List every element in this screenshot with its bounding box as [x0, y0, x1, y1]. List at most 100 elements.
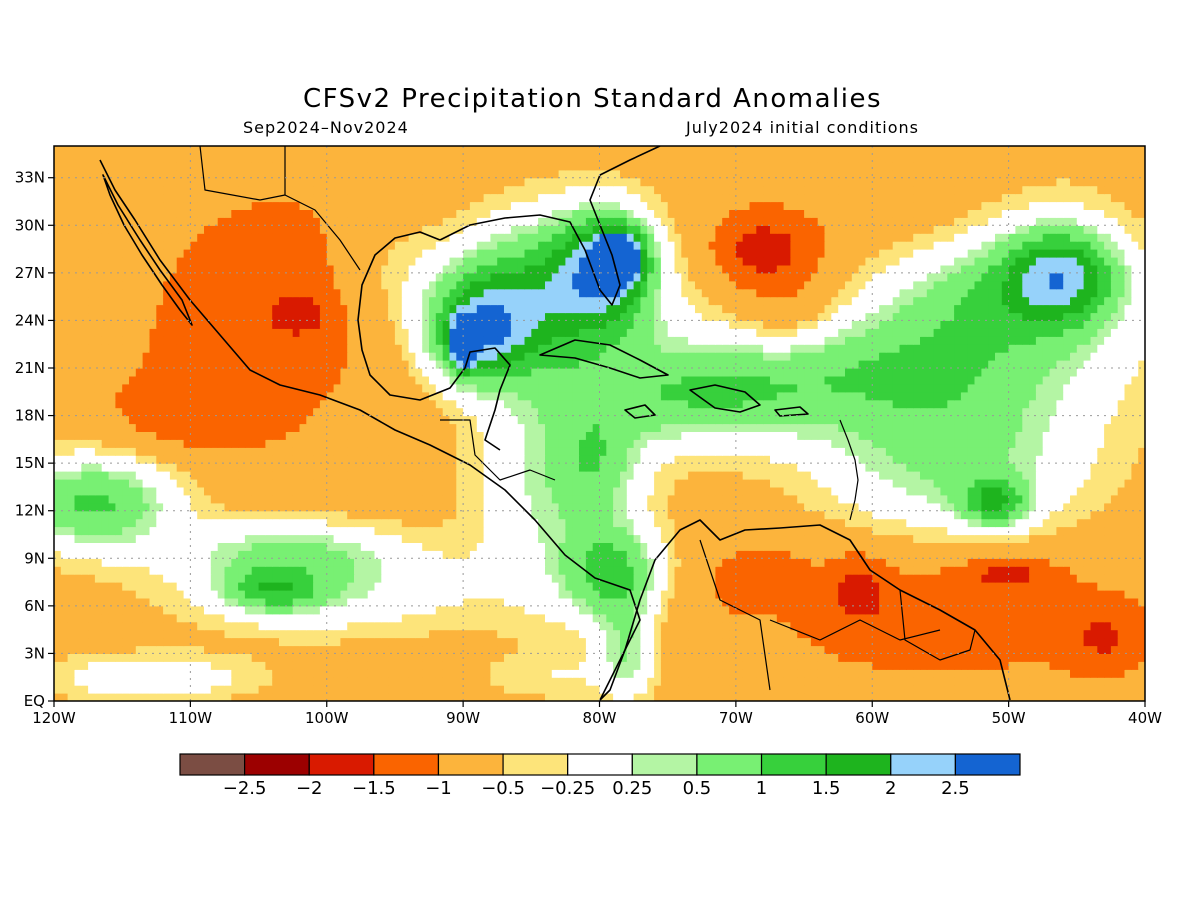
field-cell	[817, 582, 826, 591]
field-cell	[1070, 653, 1078, 662]
field-cell	[1049, 669, 1057, 678]
field-cell	[313, 613, 321, 623]
field-cell	[135, 605, 144, 615]
field-cell	[872, 463, 880, 472]
field-cell	[858, 677, 866, 686]
field-cell	[476, 542, 485, 551]
field-cell	[592, 590, 601, 599]
field-cell	[851, 669, 860, 678]
field-cell	[729, 637, 737, 647]
field-cell	[817, 590, 826, 599]
field-cell	[108, 637, 116, 647]
field-cell	[783, 597, 791, 607]
field-cell	[1008, 542, 1016, 551]
field-cell	[681, 558, 689, 567]
field-cell	[54, 518, 62, 528]
field-cell	[667, 550, 676, 559]
field-cell	[163, 621, 171, 631]
field-cell	[865, 653, 873, 662]
field-cell	[197, 542, 205, 551]
field-cell	[824, 661, 832, 670]
field-cell	[1015, 597, 1023, 607]
field-cell	[1063, 526, 1071, 536]
field-cell	[647, 685, 655, 694]
field-cell	[845, 677, 853, 686]
field-cell	[517, 558, 526, 567]
field-cell	[333, 479, 341, 488]
field-cell	[497, 566, 505, 575]
field-cell	[1138, 597, 1145, 607]
field-cell	[681, 653, 689, 662]
field-cell	[74, 526, 82, 536]
field-cell	[251, 605, 260, 615]
field-cell	[401, 534, 410, 543]
field-cell	[899, 479, 907, 488]
field-cell	[585, 479, 594, 488]
field-cell	[579, 574, 587, 583]
field-cell	[824, 518, 832, 528]
field-cell	[810, 510, 819, 520]
field-cell	[865, 645, 873, 654]
field-cell	[640, 471, 648, 480]
field-cell	[415, 463, 423, 472]
field-cell	[940, 510, 948, 520]
field-cell	[340, 597, 348, 607]
field-cell	[285, 574, 294, 583]
field-cell	[204, 582, 212, 591]
field-cell	[1117, 661, 1126, 670]
field-cell	[408, 653, 416, 662]
field-cell	[463, 550, 471, 559]
field-cell	[626, 526, 635, 536]
field-cell	[620, 661, 628, 670]
field-cell	[54, 447, 62, 456]
field-cell	[872, 510, 880, 520]
field-cell	[238, 597, 246, 607]
field-cell	[354, 518, 362, 528]
field-cell	[960, 677, 969, 686]
field-cell	[435, 502, 444, 512]
field-cell	[504, 526, 512, 536]
field-cell	[790, 486, 798, 496]
field-cell	[429, 558, 437, 567]
field-cell	[497, 677, 505, 686]
field-cell	[429, 471, 437, 480]
field-cell	[231, 645, 239, 654]
field-cell	[67, 526, 75, 536]
field-cell	[995, 637, 1003, 647]
field-cell	[340, 526, 348, 536]
field-cell	[647, 455, 655, 464]
field-cell	[592, 534, 601, 543]
field-cell	[422, 510, 430, 520]
field-cell	[517, 510, 526, 520]
field-cell	[633, 526, 641, 536]
field-cell	[483, 455, 491, 464]
field-cell	[674, 534, 682, 543]
field-cell	[231, 455, 239, 464]
field-cell	[681, 693, 689, 701]
field-cell	[1104, 494, 1112, 504]
field-cell	[279, 677, 287, 686]
field-cell	[333, 677, 341, 686]
field-cell	[797, 550, 805, 559]
field-cell	[920, 645, 928, 654]
field-cell	[524, 597, 532, 607]
field-cell	[115, 693, 123, 701]
field-cell	[954, 534, 962, 543]
field-cell	[1015, 645, 1023, 654]
field-cell	[517, 486, 526, 496]
field-cell	[1117, 693, 1126, 701]
field-cell	[422, 613, 430, 623]
field-cell	[913, 574, 921, 583]
field-cell	[722, 645, 730, 654]
field-cell	[654, 494, 662, 504]
field-cell	[749, 605, 757, 615]
field-cell	[899, 661, 907, 670]
field-cell	[435, 693, 444, 701]
field-cell	[1015, 479, 1023, 488]
field-cell	[763, 486, 771, 496]
field-cell	[1063, 669, 1071, 678]
field-cell	[729, 621, 737, 631]
field-cell	[135, 534, 144, 543]
field-cell	[88, 677, 96, 686]
field-cell	[81, 669, 89, 678]
